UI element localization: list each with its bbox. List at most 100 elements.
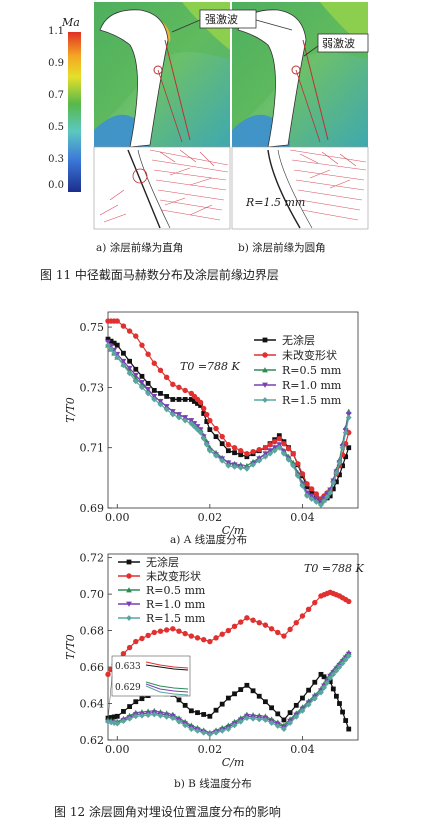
fig11-subcaption-a: a) 涂层前缘为直角 bbox=[96, 242, 184, 254]
data-point bbox=[121, 350, 126, 356]
data-point bbox=[330, 686, 336, 692]
shock-callouts bbox=[171, 9, 369, 57]
data-point bbox=[333, 667, 340, 674]
data-point bbox=[133, 638, 139, 645]
data-point bbox=[327, 675, 334, 681]
data-point bbox=[330, 671, 337, 678]
data-point bbox=[203, 441, 210, 448]
data-point bbox=[126, 644, 133, 651]
x-tick-label: 0.02 bbox=[198, 743, 223, 756]
data-point bbox=[126, 365, 133, 372]
data-point bbox=[346, 598, 352, 605]
data-point bbox=[304, 493, 310, 499]
chart-b-container: 0.62 0.64 0.66 0.68 0.70 0.72 0.00 0.02 0.04 C/m T… bbox=[0, 544, 428, 774]
x-tick-label: 0.00 bbox=[105, 511, 130, 524]
plot-frame bbox=[107, 311, 359, 509]
legend-label: R=0.5 mm bbox=[146, 584, 206, 597]
data-point bbox=[194, 727, 201, 734]
data-point bbox=[132, 372, 139, 379]
data-point bbox=[333, 479, 339, 485]
data-point bbox=[120, 718, 127, 725]
data-point bbox=[139, 712, 145, 719]
data-point bbox=[105, 336, 111, 342]
data-point bbox=[309, 486, 315, 492]
data-point bbox=[108, 719, 114, 726]
colorbar-tick: 0.3 bbox=[48, 154, 64, 165]
data-point bbox=[281, 717, 287, 723]
data-point bbox=[267, 450, 273, 457]
data-point bbox=[250, 715, 256, 722]
data-point bbox=[157, 628, 164, 634]
data-point bbox=[139, 373, 145, 379]
data-point bbox=[139, 342, 145, 348]
data-point bbox=[231, 444, 238, 451]
weak-shock-label: 弱激波 bbox=[322, 37, 355, 50]
data-point bbox=[299, 482, 306, 489]
legend-marker bbox=[262, 337, 268, 343]
data-point bbox=[219, 631, 225, 637]
data-point bbox=[163, 714, 170, 720]
data-point bbox=[313, 499, 320, 505]
data-point bbox=[111, 350, 118, 357]
colorbar-tick: 0.9 bbox=[48, 58, 64, 69]
data-point bbox=[346, 726, 352, 732]
data-point bbox=[275, 629, 281, 636]
data-point bbox=[225, 726, 232, 732]
data-point bbox=[244, 454, 250, 460]
data-point bbox=[213, 434, 219, 440]
data-point bbox=[120, 358, 127, 365]
data-point bbox=[145, 351, 151, 357]
data-point bbox=[342, 429, 349, 436]
data-point bbox=[276, 433, 282, 439]
data-point bbox=[300, 695, 305, 701]
data-point bbox=[321, 684, 327, 691]
data-point bbox=[207, 713, 213, 719]
data-point bbox=[139, 696, 145, 702]
data-point bbox=[188, 633, 195, 639]
data-point bbox=[197, 429, 204, 436]
inset-series-line bbox=[145, 661, 189, 669]
data-point bbox=[305, 606, 312, 613]
data-point bbox=[232, 691, 237, 697]
legend-marker bbox=[126, 573, 132, 579]
data-point bbox=[182, 387, 188, 394]
data-point bbox=[339, 444, 346, 451]
data-point bbox=[213, 729, 219, 736]
strong-shock-label: 强激波 bbox=[205, 13, 238, 26]
data-point bbox=[299, 707, 306, 714]
data-point bbox=[188, 726, 195, 732]
data-point bbox=[127, 358, 133, 364]
colorbar bbox=[68, 32, 81, 192]
y-tick-label: 0.75 bbox=[80, 321, 105, 334]
series-5 bbox=[105, 342, 352, 508]
data-point bbox=[250, 449, 256, 455]
data-point bbox=[345, 414, 352, 421]
data-point bbox=[182, 630, 188, 637]
data-point bbox=[237, 718, 244, 725]
data-point bbox=[157, 367, 164, 373]
data-point bbox=[343, 718, 349, 723]
data-point bbox=[232, 450, 237, 456]
data-point bbox=[182, 702, 188, 708]
data-point bbox=[139, 379, 145, 386]
data-point bbox=[238, 448, 244, 454]
data-point bbox=[346, 429, 352, 436]
inset-tick-label: 0.629 bbox=[115, 683, 141, 693]
data-point bbox=[295, 461, 301, 467]
data-point bbox=[262, 717, 269, 723]
data-point bbox=[163, 627, 170, 633]
data-point bbox=[108, 338, 114, 344]
data-point bbox=[201, 712, 207, 717]
data-point bbox=[176, 697, 182, 703]
data-point bbox=[194, 426, 201, 433]
data-point bbox=[304, 481, 310, 487]
data-point bbox=[225, 448, 231, 454]
data-point bbox=[195, 710, 200, 716]
data-point bbox=[204, 411, 210, 418]
data-point bbox=[256, 447, 262, 453]
data-point bbox=[188, 420, 195, 427]
data-point bbox=[182, 397, 188, 402]
data-point bbox=[275, 711, 281, 717]
data-point bbox=[151, 396, 158, 403]
